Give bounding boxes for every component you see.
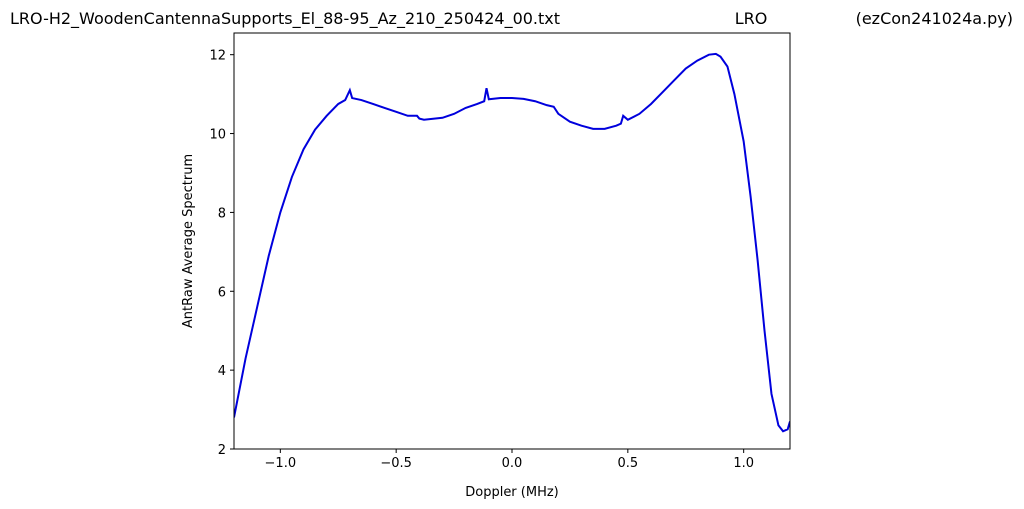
x-tick-label: 1.0: [733, 456, 754, 471]
x-tick-label: −1.0: [265, 456, 297, 471]
plot-frame: [233, 32, 791, 450]
x-tick-label: 0.5: [617, 456, 638, 471]
y-tick-label: 12: [209, 49, 226, 64]
x-tick-label: −0.5: [380, 456, 412, 471]
chart-title: LRO-H2_WoodenCantennaSupports_El_88-95_A…: [10, 9, 560, 29]
y-tick-label: 10: [209, 128, 226, 143]
y-tick-label: 6: [218, 285, 226, 300]
y-tick-label: 2: [218, 443, 226, 458]
x-tick-label: 0.0: [502, 456, 523, 471]
chart-title-right: (ezCon241024a.py): [856, 9, 1013, 28]
x-axis-label: Doppler (MHz): [465, 485, 559, 500]
y-tick-label: 4: [218, 364, 226, 379]
data-line: [234, 52, 790, 433]
y-axis-label: AntRaw Average Spectrum: [181, 154, 196, 328]
y-tick-label: 8: [218, 206, 226, 221]
chart-title-center: LRO: [735, 9, 768, 28]
